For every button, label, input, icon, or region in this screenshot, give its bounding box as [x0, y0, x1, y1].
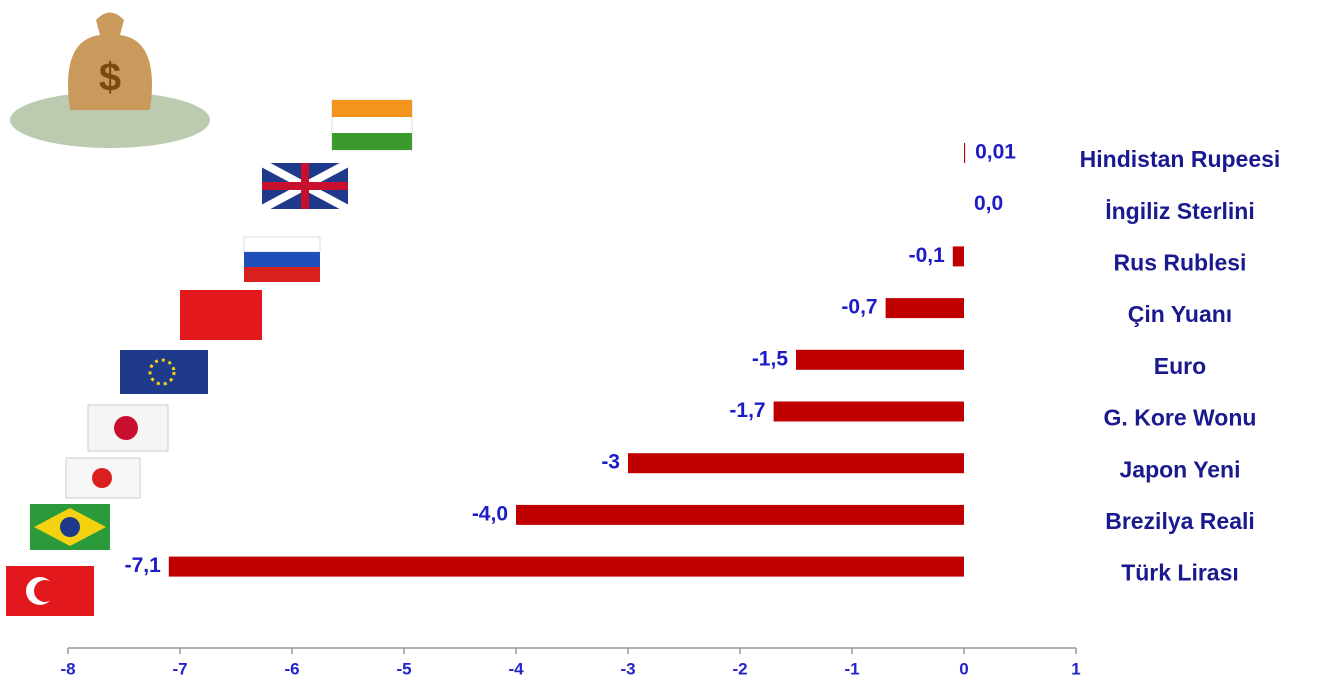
category-label: Brezilya Reali: [1105, 508, 1255, 534]
category-label: G. Kore Wonu: [1104, 405, 1257, 431]
value-label: 0,01: [975, 141, 1016, 164]
value-label: -1,7: [729, 399, 765, 422]
x-tick-label: -1: [844, 659, 859, 678]
value-label: -1,5: [752, 347, 789, 370]
chart: $ -8 -7 -6 -5 -4 -3 -2 -1 0 1 0,01 Hindistan Rupees…: [0, 0, 1328, 687]
value-label: -3: [601, 451, 620, 474]
x-tick-label: -7: [172, 659, 187, 678]
x-tick-label: -8: [60, 659, 75, 678]
bar: [628, 453, 964, 473]
category-label: Hindistan Rupeesi: [1080, 146, 1281, 172]
x-tick-label: -4: [508, 659, 524, 678]
x-tick-label: -2: [732, 659, 747, 678]
bar: [169, 557, 964, 577]
value-label: -7,1: [125, 554, 162, 577]
category-label: Türk Lirası: [1121, 560, 1239, 586]
x-tick-label: -6: [284, 659, 299, 678]
category-label: Çin Yuanı: [1128, 301, 1232, 327]
x-tick-label: -5: [396, 659, 411, 678]
x-tick-label: -3: [620, 659, 635, 678]
bar: [774, 402, 964, 422]
decoration: $: [6, 13, 412, 617]
bar: [964, 143, 965, 163]
value-label: -0,7: [841, 296, 877, 319]
svg-text:$: $: [99, 56, 121, 100]
category-label: Euro: [1154, 353, 1206, 379]
bar: [516, 505, 964, 525]
bar: [886, 298, 964, 318]
category-label: Japon Yeni: [1119, 456, 1240, 482]
value-label: -0,1: [909, 244, 946, 267]
value-label: -4,0: [472, 502, 508, 525]
category-label: Rus Rublesi: [1114, 249, 1247, 275]
category-label: İngiliz Sterlini: [1105, 198, 1255, 224]
bar: [796, 350, 964, 370]
x-tick-label: 1: [1071, 659, 1080, 678]
x-tick-label: 0: [959, 659, 968, 678]
value-label: 0,0: [974, 192, 1003, 215]
bar: [953, 246, 964, 266]
